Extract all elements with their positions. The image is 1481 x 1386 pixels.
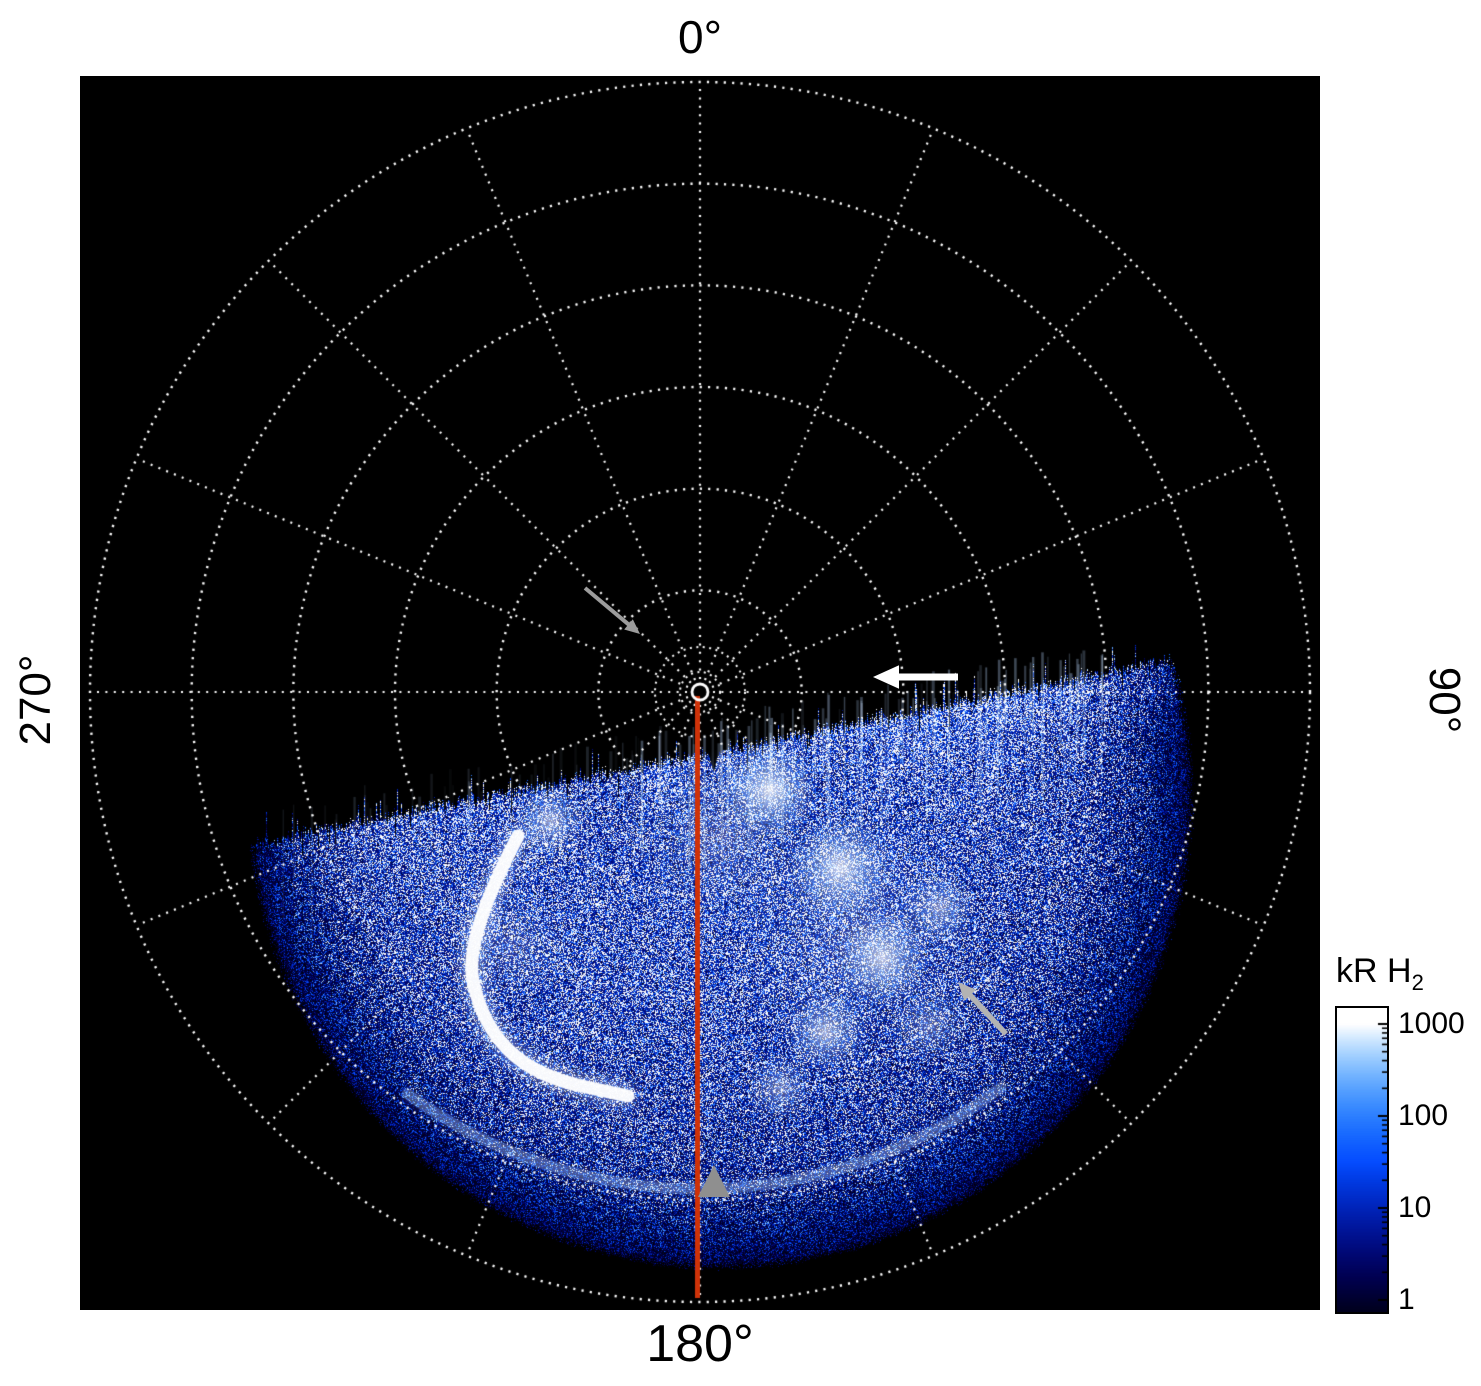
- colorbar-title: kR H2: [1336, 952, 1424, 996]
- annotation-layer: [80, 76, 1320, 1310]
- angle-label-180: 180°: [646, 1314, 754, 1374]
- emission-feature-arrow-icon: [958, 982, 1006, 1034]
- angle-label-0: 0°: [678, 10, 722, 64]
- colorbar-title-subscript: 2: [1412, 970, 1424, 995]
- angle-label-90: 90°: [1419, 667, 1469, 734]
- colorbar: [1335, 1006, 1389, 1314]
- angle-label-270: 270°: [11, 654, 61, 745]
- colorbar-tick-100: 100: [1398, 1100, 1448, 1132]
- data-edge-arrow-icon: [873, 665, 958, 688]
- colorbar-tick-1: 1: [1398, 1284, 1415, 1316]
- colorbar-tick-1000: 1000: [1398, 1008, 1465, 1040]
- meridian-marker-triangle-icon: [698, 1165, 730, 1197]
- colorbar-title-text: kR H: [1336, 952, 1412, 990]
- colorbar-tick-10: 10: [1398, 1192, 1431, 1224]
- smear-direction-arrow-icon: [585, 588, 640, 634]
- colorbar-gradient-canvas: [1337, 1008, 1387, 1312]
- figure-page: 0° 90° 180° 270° kR H2 1000 100 10 1: [0, 0, 1481, 1386]
- polar-plot-area: [80, 76, 1320, 1310]
